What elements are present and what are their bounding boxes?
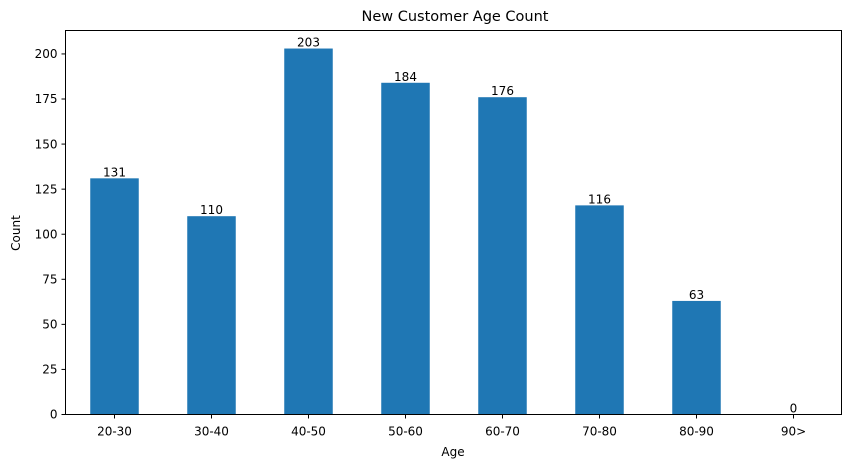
y-tick-label: 100: [35, 227, 58, 241]
x-tick-label-80-90: 80-90: [679, 425, 714, 439]
y-tick-label: 200: [35, 47, 58, 61]
bar-80-90: [672, 300, 721, 415]
y-tick-label: 0: [50, 408, 58, 422]
x-tick-label-40-50: 40-50: [291, 425, 326, 439]
bar-50-60: [381, 82, 430, 415]
y-tick-label: 150: [35, 137, 58, 151]
x-tick-label-20-30: 20-30: [97, 425, 132, 439]
x-tick-label-90>: 90>: [781, 425, 806, 439]
bar-70-80: [575, 205, 624, 415]
y-tick-label: 25: [42, 363, 57, 377]
y-axis-ticks: 0 25 50 75 100 125 150 175 200: [35, 47, 66, 422]
bars-layer: [90, 48, 721, 415]
bar-40-50: [284, 48, 333, 415]
x-axis-ticks: 20-30 30-40 40-50 50-60 60-70 70-80 80-90 90>: [97, 414, 806, 439]
data-labels-layer: 131 110 203 184 176 116 63 0: [103, 36, 797, 416]
bar-60-70: [478, 97, 527, 415]
data-label-80-90: 63: [689, 288, 704, 302]
y-tick-label: 50: [42, 318, 57, 332]
x-axis-label: Age: [441, 445, 464, 459]
bar-20-30: [90, 178, 139, 415]
y-tick-label: 175: [35, 92, 58, 106]
y-axis-label: Count: [9, 215, 23, 251]
x-tick-label-60-70: 60-70: [485, 425, 520, 439]
bar-30-40: [187, 216, 236, 415]
data-label-70-80: 116: [588, 192, 611, 206]
y-tick-label: 75: [42, 272, 57, 286]
data-label-60-70: 176: [491, 84, 514, 98]
data-label-40-50: 203: [297, 36, 320, 50]
data-label-30-40: 110: [200, 203, 223, 217]
data-label-90>: 0: [790, 402, 798, 416]
x-tick-label-50-60: 50-60: [388, 425, 423, 439]
data-label-50-60: 184: [394, 70, 417, 84]
x-tick-label-30-40: 30-40: [194, 425, 229, 439]
chart-title: New Customer Age Count: [362, 9, 549, 25]
x-tick-label-70-80: 70-80: [582, 425, 617, 439]
data-label-20-30: 131: [103, 165, 126, 179]
y-tick-label: 125: [35, 182, 58, 196]
plot-frame: [65, 30, 842, 415]
